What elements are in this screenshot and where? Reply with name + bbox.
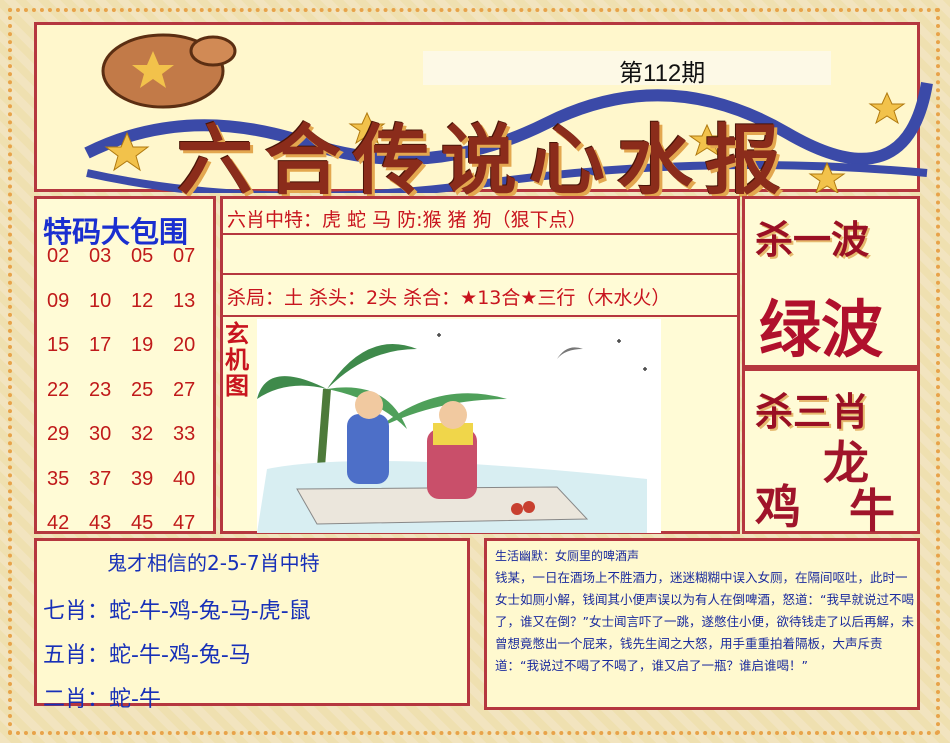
number-row: 09 10 12 13 <box>47 290 215 335</box>
number-cell: 42 <box>47 512 70 534</box>
number-row: 22 23 25 27 <box>47 379 215 424</box>
star-ribbon-decoration <box>84 82 933 193</box>
zodiac-dragon: 龙 <box>823 436 869 490</box>
number-cell: 12 <box>131 289 154 312</box>
number-cell: 03 <box>89 245 112 267</box>
number-cell: 07 <box>173 245 196 267</box>
number-cell: 29 <box>47 423 70 445</box>
number-cell: 33 <box>173 423 196 445</box>
number-row: 02 03 05 07 <box>47 245 215 290</box>
number-cell: 05 <box>131 245 154 267</box>
mystery-picture-label: 玄机图 <box>225 320 249 400</box>
number-cell: 23 <box>89 378 112 401</box>
number-cell: 13 <box>173 289 196 312</box>
zodiac-rooster: 鸡 <box>755 480 801 534</box>
special-code-title: 特码大包围 <box>43 215 189 249</box>
number-row: 35 37 39 40 <box>47 468 215 513</box>
number-cell: 47 <box>173 512 196 534</box>
kill-wave-value: 绿波 <box>759 293 884 366</box>
kill-zodiac-panel: 杀三肖 龙 鸡 牛 <box>742 368 920 538</box>
kill-wave-panel: 杀一波 绿波 <box>742 196 920 368</box>
number-cell: 25 <box>131 378 154 401</box>
humor-panel: 生活幽默：女厕里的啤酒声 钱某，一日在酒场上不胜酒力，迷迷糊糊中误入女厕，在隔间… <box>484 538 920 710</box>
dotted-border <box>8 8 940 735</box>
number-cell: 45 <box>131 512 154 534</box>
issue-background <box>423 51 831 85</box>
seven-zodiac-row: 七肖：蛇-牛-鸡-兔-马-虎-鼠 <box>43 599 311 624</box>
zodiac-picks-panel: 鬼才相信的2-5-7肖中特 七肖：蛇-牛-鸡-兔-马-虎-鼠 五肖：蛇-牛-鸡-… <box>34 538 470 712</box>
number-cell: 40 <box>173 467 196 490</box>
two-figures-illustration <box>257 319 661 533</box>
number-cell: 02 <box>47 245 70 267</box>
humor-title: 生活幽默：女厕里的啤酒声 <box>495 549 640 563</box>
number-cell: 17 <box>89 334 112 356</box>
number-cell: 20 <box>173 334 196 356</box>
zodiac-ox: 牛 <box>849 484 895 538</box>
number-row: 15 17 19 20 <box>47 334 215 379</box>
number-cell: 19 <box>131 334 154 356</box>
number-cell: 35 <box>47 467 70 490</box>
header-panel: 第112期 六合传说心水报 <box>34 22 933 205</box>
water-jar-icon <box>101 33 237 109</box>
number-cell: 43 <box>89 512 112 534</box>
number-cell: 37 <box>89 467 112 490</box>
masthead-title: 六合传说心水报 <box>177 116 793 205</box>
number-cell: 15 <box>47 334 70 356</box>
zodiac-picks-title: 鬼才相信的2-5-7肖中特 <box>107 551 320 575</box>
number-grid: 02 03 05 07 09 10 12 13 15 17 19 20 22 2… <box>47 245 215 557</box>
six-zodiac-line: 六肖中特：虎 蛇 马 防:猴 猪 狗（狠下点） <box>223 205 737 235</box>
prediction-panel: 六肖中特：虎 蛇 马 防:猴 猪 狗（狠下点） 杀局：土 杀头：2头 杀合：★1… <box>220 196 740 534</box>
two-zodiac-row: 二肖：蛇-牛 <box>43 687 161 712</box>
number-cell: 22 <box>47 378 70 401</box>
number-cell: 39 <box>131 467 154 490</box>
number-cell: 10 <box>89 289 112 312</box>
special-code-panel: 特码大包围 02 03 05 07 09 10 12 13 15 17 19 2… <box>34 196 216 534</box>
number-cell: 32 <box>131 423 154 445</box>
issue-number: 第112期 <box>619 60 706 87</box>
kill-zodiac-title: 杀三肖 <box>755 389 870 434</box>
number-row: 42 43 45 47 <box>47 512 215 557</box>
humor-body: 钱某，一日在酒场上不胜酒力，迷迷糊糊中误入女厕，在隔间呕吐，此时一女士如厕小解，… <box>495 570 914 673</box>
five-zodiac-row: 五肖：蛇-牛-鸡-兔-马 <box>43 643 251 668</box>
number-row: 29 30 32 33 <box>47 423 215 468</box>
blank-line <box>223 237 737 275</box>
number-cell: 30 <box>89 423 112 445</box>
number-cell: 09 <box>47 289 70 312</box>
number-cell: 27 <box>173 378 196 401</box>
kill-rules-line: 杀局：土 杀头：2头 杀合：★13合★三行（木水火） <box>223 283 737 317</box>
kill-wave-title: 杀一波 <box>755 217 870 262</box>
